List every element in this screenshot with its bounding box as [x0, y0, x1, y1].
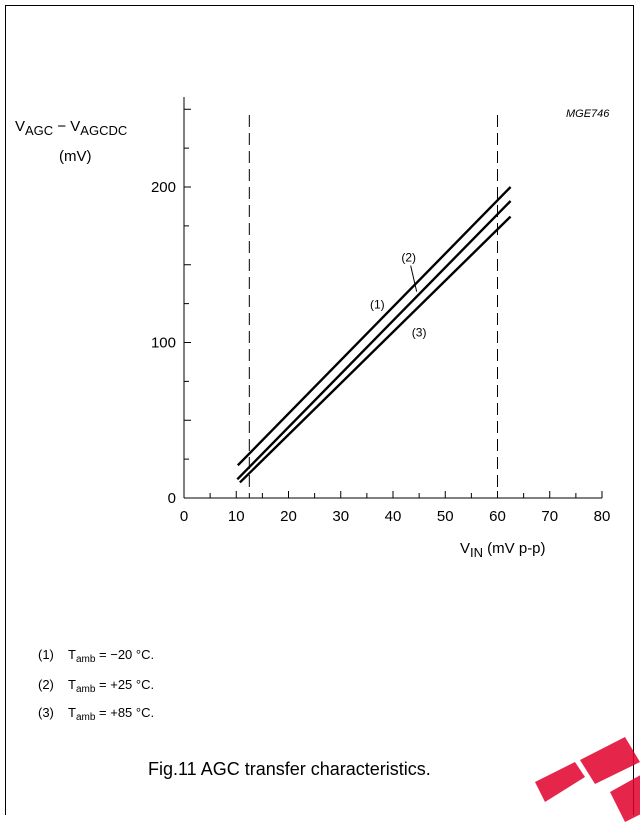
x-tick-label: 0: [180, 508, 188, 525]
legend-note-3: (3) Tamb = +85 °C.: [38, 705, 155, 723]
watermark-logo: [535, 737, 640, 822]
legend-note-1: (1) Tamb = −20 °C.: [38, 647, 155, 665]
series-line-1: [236, 186, 512, 467]
figure-frame: [5, 5, 634, 815]
x-tick-label: 40: [385, 508, 402, 525]
x-tick-label: 80: [594, 508, 611, 525]
x-tick-label: 20: [280, 508, 297, 525]
y-tick-label: 0: [168, 490, 176, 507]
series-label-leader: [410, 265, 418, 292]
series-label-1: (1): [370, 297, 385, 311]
legend-note-2: (2) Tamb = +25 °C.: [38, 677, 155, 695]
y-tick-label: 100: [151, 335, 176, 352]
y-axis-label: VAGC − VAGCDC: [15, 118, 128, 138]
x-tick-label: 50: [437, 508, 454, 525]
x-tick-label: 30: [332, 508, 349, 525]
figure-caption: Fig.11 AGC transfer characteristics.: [148, 759, 431, 779]
y-axis-unit: (mV): [59, 148, 92, 165]
x-axis-label: VIN (mV p-p): [460, 540, 546, 560]
series-label-3: (3): [412, 325, 427, 339]
y-tick-label: 200: [151, 179, 176, 196]
x-tick-label: 70: [541, 508, 558, 525]
series-line-2: [236, 200, 512, 481]
x-tick-label: 60: [489, 508, 506, 525]
series-label-2: (2): [401, 251, 416, 265]
series-line-3: [239, 215, 512, 484]
figure-code: MGE746: [566, 108, 610, 120]
x-tick-label: 10: [228, 508, 245, 525]
